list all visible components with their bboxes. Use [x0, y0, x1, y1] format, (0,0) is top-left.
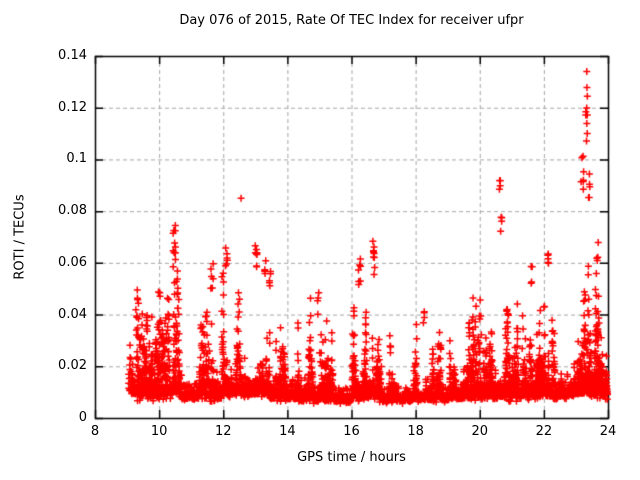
x-tick-label: 22: [535, 424, 553, 439]
x-tick-label: 24: [599, 424, 617, 439]
y-tick-label: 0.06: [58, 254, 87, 270]
y-tick-label: 0.04: [58, 306, 87, 322]
x-tick-label: 12: [214, 424, 232, 439]
x-tick-label: 18: [407, 424, 424, 439]
y-tick-label: 0.1: [66, 151, 87, 167]
x-tick-label: 20: [471, 424, 489, 439]
y-tick-label: 0.14: [58, 48, 87, 63]
y-tick-label: 0.08: [58, 203, 87, 219]
x-tick-label: 10: [150, 424, 168, 439]
x-axis-label: GPS time / hours: [297, 450, 406, 465]
y-tick-label: 0.02: [58, 358, 87, 374]
x-tick-label: 14: [279, 424, 296, 439]
chart-title: Day 076 of 2015, Rate Of TEC Index for r…: [179, 13, 524, 28]
y-tick-label: 0.12: [58, 99, 87, 115]
x-tick-label: 16: [343, 424, 360, 439]
y-tick-label: 0: [78, 410, 87, 425]
x-tick-label: 8: [90, 424, 100, 439]
